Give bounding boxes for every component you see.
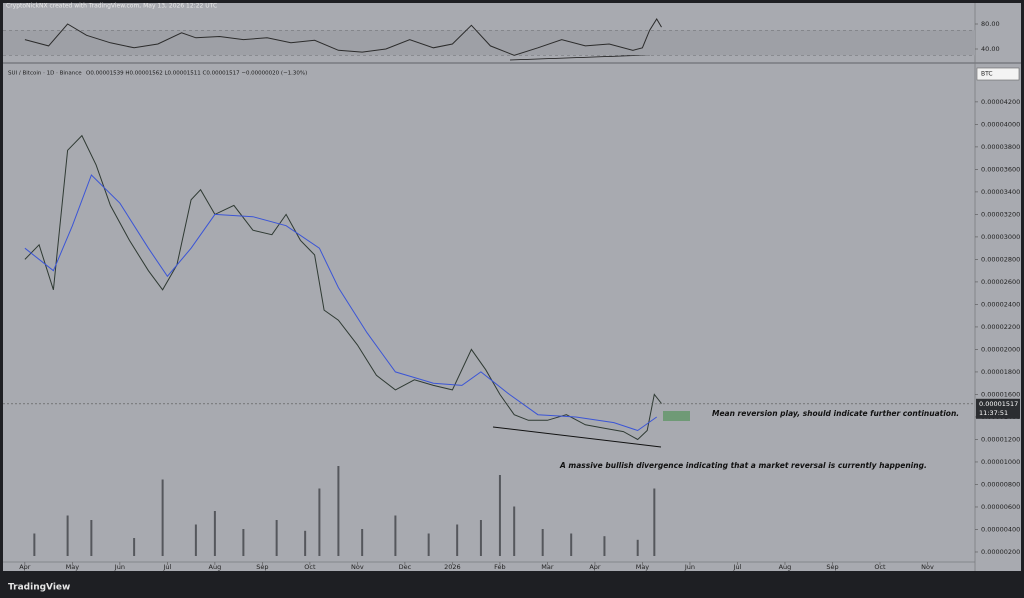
chart-area [3,3,975,571]
x-tick-label: Apr [589,563,601,571]
x-tick-label: Jun [114,563,125,571]
x-tick-label: Oct [304,563,316,571]
volume-bar [33,533,36,556]
volume-bar [242,529,245,556]
x-tick-label: Jun [684,563,695,571]
volume-bar [653,488,656,556]
symbol-legend: SUI / Bitcoin · 1D · Binance [8,71,82,77]
volume-bar [636,539,639,556]
rsi-band [3,30,975,56]
rsi-pane: 80.00 40.00 [3,18,1000,56]
y-tick-label: 0.00000200 [981,548,1020,556]
volume-bar [479,520,482,556]
y-tick-label: 0.00002800 [981,255,1020,263]
volume-bar [456,524,459,556]
y-tick-label: 0.00000400 [981,525,1020,533]
y-tick-label: 0.00001200 [981,435,1020,443]
currency: BTC [981,71,993,78]
x-tick-label: Nov [921,563,934,571]
y-tick-label: 80.00 [981,20,1000,28]
volume-bar [133,538,136,556]
logo[interactable]: TradingView [8,583,70,593]
last-price-label: 0.00001517 [979,400,1018,408]
y-tick-label: 0.00002600 [981,278,1020,286]
x-tick-label: Apr [19,563,31,571]
y-tick-label: 40.00 [981,45,1000,53]
volume-bar [541,529,544,556]
x-tick-label: Aug [209,563,222,571]
x-tick-label: May [66,563,80,571]
currency-box [976,67,1020,81]
y-tick-label: 0.00001000 [981,458,1020,466]
y-tick-label: 0.00003000 [981,233,1020,241]
volume-bar [513,506,516,556]
last-price-box [976,398,1020,419]
y-tick-label: 0.00000600 [981,503,1020,511]
volume-bar [318,488,321,556]
volume-bar [161,479,164,556]
y-tick-label: 0.00003800 [981,143,1020,151]
y-tick-label: 0.00004000 [981,120,1020,128]
y-tick-label: 0.00002200 [981,323,1020,331]
y-tick-label: 0.00003600 [981,165,1020,173]
volume-bar [66,515,69,556]
volume-bar [304,530,307,556]
y-tick-label: 0.00003200 [981,210,1020,218]
divergence-line [492,426,662,448]
y-tick-label: 0.00002400 [981,300,1020,308]
volume-bar [337,466,340,556]
x-tick-label: Aug [779,563,792,571]
x-tick-label: Nov [351,563,364,571]
volume-bar [394,515,397,556]
price-axis [975,3,1021,571]
y-tick-label: 0.00001600 [981,390,1020,398]
x-tick-label: Feb [494,563,506,571]
volume-bar [90,520,93,556]
x-tick-label: Jul [733,563,742,571]
target-box [663,411,690,421]
volume-bar [275,520,278,556]
x-tick-label: Oct [874,563,886,571]
series-line [24,174,657,432]
countdown: 11:37:51 [979,409,1008,417]
volume-bar [194,524,197,556]
annotation: A massive bullish divergence indicating … [559,461,927,470]
series-line [24,18,662,56]
rsi-divergence-line [509,54,651,61]
volume-bar [361,529,364,556]
y-tick-label: 0.00004200 [981,98,1020,106]
y-tick-label: 0.00001800 [981,368,1020,376]
volume-bar [570,533,573,556]
volume-bar [498,475,501,556]
y-tick-label: 0.00003400 [981,188,1020,196]
volume-bar [427,533,430,556]
volume-bar [603,536,606,556]
volume-bar [213,511,216,556]
ohlc-legend: O0.00001539 H0.00001562 L0.00001511 C0.0… [86,71,307,77]
author-line: CryptoNickNX created with TradingView.co… [6,3,217,10]
x-tick-label: May [636,563,650,571]
x-tick-label: Mar [541,563,554,571]
y-tick-label: 0.00000800 [981,480,1020,488]
x-tick-label: Jul [162,563,171,571]
x-tick-label: Dec [399,563,412,571]
x-tick-label: Sep [826,563,838,571]
x-tick-label: 2026 [444,563,461,571]
y-tick-label: 0.00002000 [981,345,1020,353]
annotation: Mean reversion play, should indicate fur… [712,409,959,418]
x-tick-label: Sep [256,563,268,571]
price-pane: 0.00000200 0.00000400 0.00000600 0.00000800… [3,98,1020,571]
